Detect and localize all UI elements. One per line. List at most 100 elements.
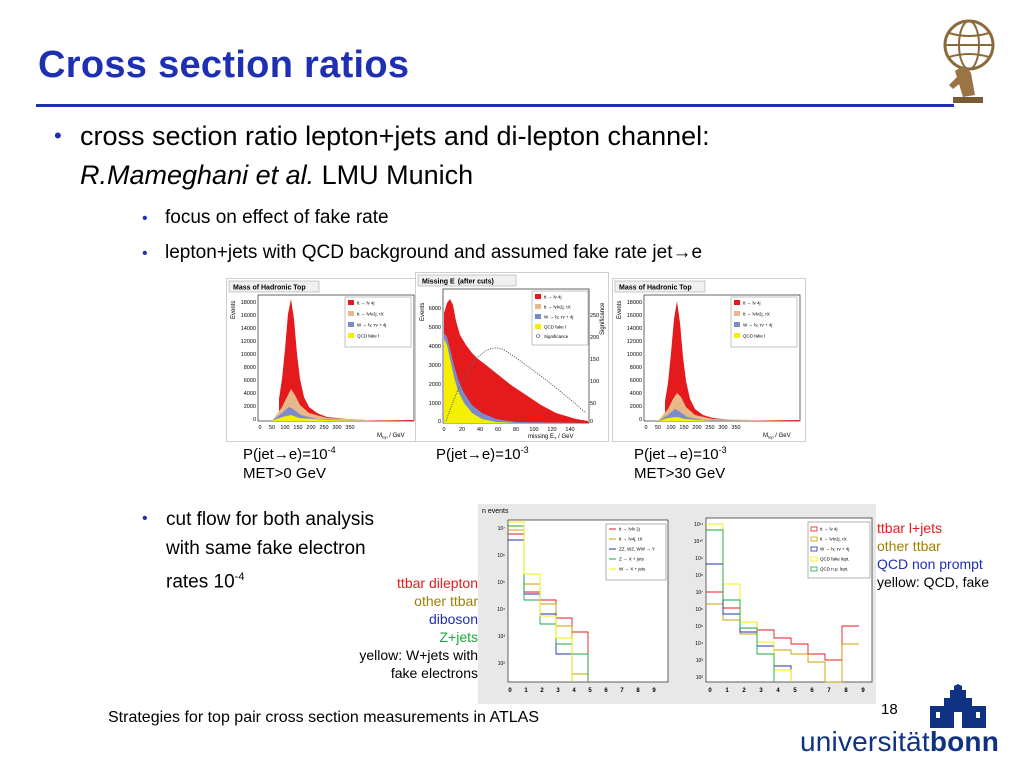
y-tick: 10¹¹	[694, 522, 703, 528]
y-tick: 12000	[627, 339, 642, 345]
legend-entry: tt → lvlv2j, τX	[820, 537, 847, 542]
bullet-main-line1: cross section ratio lepton+jets and di-l…	[80, 121, 710, 151]
legend-entry: QCD n.p. lept.	[820, 567, 849, 572]
x-tick: 0	[258, 425, 261, 431]
y-tick: 16000	[241, 313, 256, 319]
x-tick: 20	[459, 427, 465, 433]
wordmark-regular: universität	[800, 726, 930, 757]
x-tick: 150	[293, 425, 302, 431]
x-tick: 1	[524, 688, 528, 694]
x-tick: 0	[442, 427, 445, 433]
x-tick: 8	[636, 688, 640, 694]
cutflow-line: with same fake electron	[166, 538, 366, 559]
bullet-main-line2: R.Mameghani et al. LMU Munich	[80, 160, 473, 191]
x-tick: 140	[565, 427, 574, 433]
legend-entry: tt → lv 4j	[743, 301, 761, 306]
legend-z-jets: Z+jets	[439, 629, 478, 645]
x-tick: 100	[529, 427, 538, 433]
affiliation: LMU Munich	[321, 160, 474, 190]
y-tick: 10⁵	[497, 580, 505, 586]
missing-et-plot: Missing E (after cuts) Events Significanc…	[415, 272, 609, 442]
wordmark-bold: bonn	[929, 726, 1000, 757]
y-tick: 0	[253, 417, 256, 423]
legend-entry: QCD fake l	[544, 325, 566, 330]
x-tick: 350	[345, 425, 354, 431]
x-tick: 50	[269, 425, 275, 431]
x-axis-label: Mtop / GeV	[377, 433, 405, 440]
x-tick: 5	[588, 688, 592, 694]
sub-bullet-lepton-jets: lepton+jets with QCD background and assu…	[165, 242, 703, 263]
y2-tick: 50	[590, 401, 596, 407]
x-tick: 4	[776, 688, 780, 694]
legend-entry: W → lv, τv + 4j	[544, 315, 573, 320]
right-legend: ttbar l+jets other ttbar QCD non prompt …	[877, 519, 989, 591]
y-tick: 4000	[630, 391, 642, 397]
x-tick: 3	[759, 688, 763, 694]
plot-title: Missing E (after cuts)	[422, 279, 494, 286]
legend-other-ttbar: other ttbar	[877, 538, 941, 554]
caption-met-cut: MET>0 GeV	[243, 465, 326, 482]
y2-axis-label: Significance	[600, 302, 606, 335]
x-axis-label: missing ET / GeV	[528, 434, 573, 441]
y2-tick: 200	[590, 335, 599, 341]
legend-entry: W → lv, τv + 4j	[357, 323, 386, 328]
y-tick: 2000	[630, 404, 642, 410]
x-tick: 2	[540, 688, 544, 694]
left-legend: ttbar dilepton other ttbar diboson Z+jet…	[330, 574, 478, 682]
y-tick: 5000	[429, 325, 441, 331]
x-tick: 300	[718, 425, 727, 431]
cutflow-line: rates 10-4	[166, 571, 245, 593]
university-wordmark: universitätbonn	[800, 726, 999, 758]
y2-tick: 100	[590, 379, 599, 385]
x-tick: 0	[708, 688, 712, 694]
x-tick: 350	[731, 425, 740, 431]
legend-entry: tt → lv 4j	[357, 301, 375, 306]
x-tick: 6	[604, 688, 608, 694]
caption-plot-2: P(jet→e)=10-3	[436, 441, 529, 464]
legend-entry: QCD fake l	[743, 334, 765, 339]
y-tick: 10²	[696, 675, 704, 681]
hadronic-top-mass-plot-1: Mass of Hadronic Top Events 18000 16000 …	[226, 278, 420, 442]
y-axis-label: Events	[231, 301, 237, 319]
y-tick: 10⁵	[695, 624, 703, 630]
legend-entry: tt → lvlv2j, τX	[544, 305, 571, 310]
legend-qcd-non-prompt: QCD non prompt	[877, 556, 983, 572]
y-tick: 10⁶	[695, 607, 703, 613]
x-tick: 250	[705, 425, 714, 431]
caption-plot-3: P(jet→e)=10-3 MET>30 GeV	[634, 441, 727, 483]
x-tick: 4	[572, 688, 576, 694]
y-tick: 10⁷	[498, 526, 506, 532]
y-axis-label: Events	[420, 303, 426, 321]
legend-entry: tt → lvlv2j, τX	[743, 312, 770, 317]
x-tick: 300	[332, 425, 341, 431]
y-tick: 2000	[429, 382, 441, 388]
legend-entry: W → lv, τv + 4j	[743, 323, 772, 328]
legend-ttbar-l-jets: ttbar l+jets	[877, 520, 942, 536]
y-tick: 10⁷	[696, 590, 704, 596]
y2-tick: 0	[590, 419, 593, 425]
y-tick: 18000	[627, 300, 642, 306]
y2-tick: 150	[590, 357, 599, 363]
y-tick: 4000	[244, 391, 256, 397]
legend-entry: Significance	[544, 334, 569, 339]
author-name: R.Mameghani et al.	[80, 160, 315, 190]
x-tick: 150	[679, 425, 688, 431]
y-tick: 1000	[429, 401, 441, 407]
x-tick: 200	[306, 425, 315, 431]
y-tick: 10³	[498, 634, 506, 640]
y-tick: 6000	[244, 378, 256, 384]
sub-bullet-marker: •	[142, 210, 148, 227]
y-tick: 16000	[627, 313, 642, 319]
cut-flow-plots: n events 10⁷ 10⁶ 10⁵ 10⁴ 10³ 10² tt → lv…	[478, 504, 876, 704]
y-tick: 8000	[630, 365, 642, 371]
x-tick: 9	[652, 688, 656, 694]
legend-other-ttbar: other ttbar	[414, 593, 478, 609]
university-building-logo	[930, 684, 986, 728]
sub-bullet-marker: •	[142, 510, 148, 527]
y-tick: 10000	[241, 352, 256, 358]
y-tick: 10⁴	[497, 607, 505, 613]
cut-flow-label: n events	[482, 508, 509, 515]
page-number: 18	[881, 701, 898, 718]
legend-entry: tt → lvlv2j, τX	[357, 312, 384, 317]
x-tick: 120	[547, 427, 556, 433]
